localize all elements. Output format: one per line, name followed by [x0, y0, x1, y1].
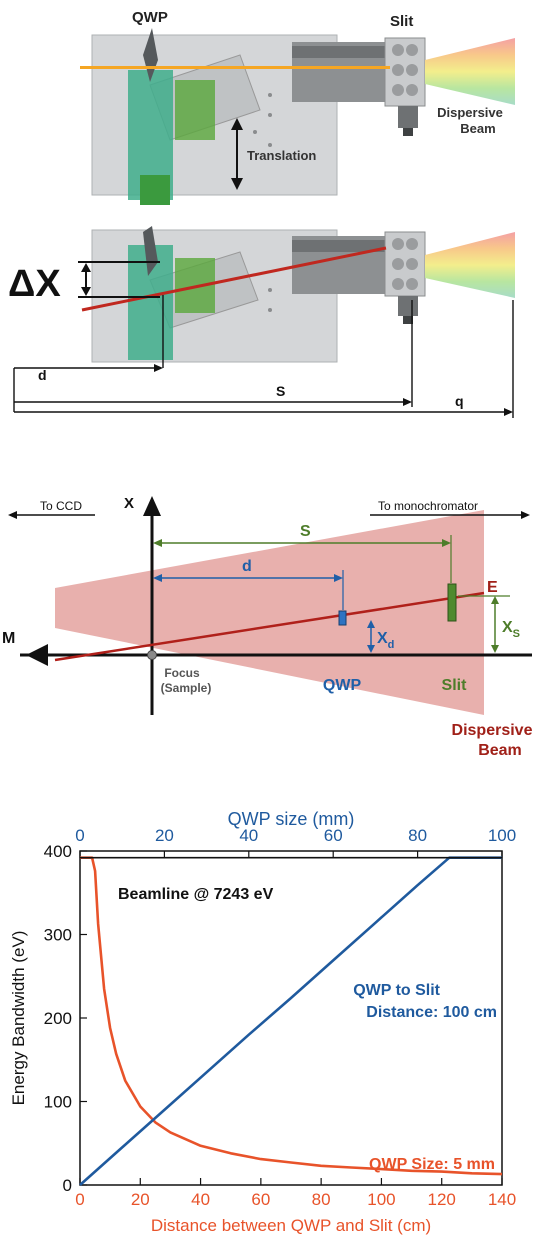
to-ccd-label: To CCD	[40, 499, 82, 513]
slit-label-a: Slit	[390, 13, 413, 30]
focus-label: Focus	[164, 666, 200, 680]
geometry-schematic: To CCD To monochromator X M S d Xd XS E …	[2, 495, 533, 759]
ccd-arrow	[8, 511, 95, 519]
y-tick-label: 300	[44, 926, 72, 945]
m-arrow-head	[26, 644, 48, 666]
qwp-marker	[338, 610, 347, 626]
series-layer	[79, 856, 503, 1186]
slit-block	[384, 37, 426, 107]
e-label: E	[487, 579, 498, 596]
xs-arrow	[458, 595, 510, 653]
qwp-slit-annotation-1: QWP to Slit	[353, 982, 440, 999]
y-axis-label: Energy Bandwidth (eV)	[9, 931, 28, 1106]
xray-beam-upper	[80, 66, 390, 69]
dimension-lines	[13, 295, 514, 418]
x-axis-label: Distance between QWP and Slit (cm)	[151, 1216, 431, 1235]
dispersive-beam-fan	[425, 38, 515, 105]
x-axis-label: X	[124, 495, 134, 512]
x-tick-label: 80	[312, 1190, 331, 1209]
qwp-label-b: QWP	[323, 677, 362, 694]
y-tick-label: 200	[44, 1009, 72, 1028]
top-tick-label: 20	[155, 826, 174, 845]
x-tick-label: 60	[251, 1190, 270, 1209]
d-label-b: d	[242, 558, 252, 575]
bandwidth-chart-panel: 0 20 40 60 80 100 120 140 0 100 200 300 400 0 20 40 60 80…	[0, 795, 540, 1239]
beam-label-a1: Dispersive	[437, 105, 503, 120]
d-label-a: d	[38, 367, 47, 383]
to-mono-label: To monochromator	[378, 499, 478, 513]
q-label-a: q	[455, 393, 464, 409]
beamline-annotation: Beamline @ 7243 eV	[118, 886, 274, 903]
beam-label-a2: Beam	[460, 121, 495, 136]
xs-label: XS	[502, 619, 520, 640]
apparatus-upper	[80, 28, 515, 205]
top-axis-label: QWP size (mm)	[228, 809, 355, 829]
apparatus-panel: QWP Slit Dispersive Beam Translation ΔX	[0, 0, 540, 430]
y-tick-label: 0	[63, 1176, 72, 1195]
qwp-label-a: QWP	[132, 9, 168, 26]
top-tick-label: 100	[488, 826, 516, 845]
y-tick-label: 100	[44, 1093, 72, 1112]
apparatus-figure: QWP Slit Dispersive Beam Translation ΔX	[8, 9, 515, 418]
geometry-panel: To CCD To monochromator X M S d Xd XS E …	[0, 480, 540, 780]
sample-label: (Sample)	[161, 681, 212, 695]
s-label-a: S	[276, 383, 285, 399]
x-tick-label: 0	[75, 1190, 84, 1209]
x-tick-label: 100	[367, 1190, 395, 1209]
x-tick-label: 140	[488, 1190, 516, 1209]
top-tick-label: 0	[75, 826, 84, 845]
translation-label: Translation	[247, 148, 316, 163]
dispersive-beam-cone	[55, 510, 484, 715]
translation-arrow	[231, 118, 243, 190]
apparatus-lower	[81, 226, 515, 363]
s-label-b: S	[300, 523, 311, 540]
d-dimension	[153, 570, 344, 610]
y-tick-label: 400	[44, 842, 72, 861]
x-tick-label: 40	[191, 1190, 210, 1209]
x-tick-label: 20	[131, 1190, 150, 1209]
m-label: M	[2, 630, 15, 647]
dispersive-label-b: Dispersive	[452, 722, 533, 739]
qwp-size-annotation: QWP Size: 5 mm	[369, 1156, 495, 1173]
mono-arrow	[370, 511, 530, 519]
focus-point	[147, 650, 157, 660]
slit-distance-curve	[79, 856, 502, 1186]
top-tick-label: 60	[324, 826, 343, 845]
xray-beam-lower	[81, 246, 387, 312]
delta-x-label: ΔX	[8, 263, 61, 305]
delta-x-marker	[78, 261, 160, 298]
s-dimension	[153, 535, 452, 583]
top-tick-label: 80	[408, 826, 427, 845]
slit-label-b: Slit	[442, 677, 468, 694]
x-arrow-head	[143, 496, 161, 516]
top-tick-label: 40	[239, 826, 258, 845]
x-tick-label: 120	[428, 1190, 456, 1209]
qwp-size-curve	[80, 856, 503, 1176]
qwp-slit-annotation-2: Distance: 100 cm	[366, 1004, 497, 1021]
xd-label: Xd	[377, 630, 394, 651]
ray-e	[54, 591, 485, 662]
beam-label-b: Beam	[478, 742, 522, 759]
xd-arrow	[367, 620, 375, 653]
slit-marker	[447, 583, 457, 622]
